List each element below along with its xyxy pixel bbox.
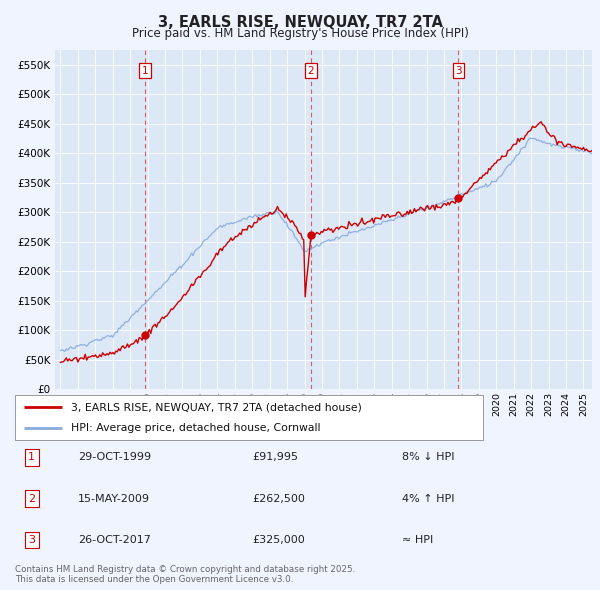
Text: £325,000: £325,000 [252, 535, 305, 545]
Text: £262,500: £262,500 [252, 494, 305, 503]
Text: 3: 3 [455, 66, 462, 76]
Text: 4% ↑ HPI: 4% ↑ HPI [402, 494, 455, 503]
Text: HPI: Average price, detached house, Cornwall: HPI: Average price, detached house, Corn… [71, 422, 320, 432]
Text: 26-OCT-2017: 26-OCT-2017 [78, 535, 151, 545]
Text: 8% ↓ HPI: 8% ↓ HPI [402, 453, 455, 462]
Text: 3: 3 [28, 535, 35, 545]
Text: 1: 1 [142, 66, 148, 76]
Text: 3, EARLS RISE, NEWQUAY, TR7 2TA (detached house): 3, EARLS RISE, NEWQUAY, TR7 2TA (detache… [71, 402, 362, 412]
Text: 2: 2 [28, 494, 35, 503]
Text: 2: 2 [308, 66, 314, 76]
Text: 15-MAY-2009: 15-MAY-2009 [78, 494, 150, 503]
Text: 29-OCT-1999: 29-OCT-1999 [78, 453, 151, 462]
Text: Price paid vs. HM Land Registry's House Price Index (HPI): Price paid vs. HM Land Registry's House … [131, 27, 469, 40]
Text: 1: 1 [28, 453, 35, 462]
Text: £91,995: £91,995 [252, 453, 298, 462]
Text: Contains HM Land Registry data © Crown copyright and database right 2025.
This d: Contains HM Land Registry data © Crown c… [15, 565, 355, 584]
Text: ≈ HPI: ≈ HPI [402, 535, 433, 545]
Text: 3, EARLS RISE, NEWQUAY, TR7 2TA: 3, EARLS RISE, NEWQUAY, TR7 2TA [157, 15, 443, 30]
